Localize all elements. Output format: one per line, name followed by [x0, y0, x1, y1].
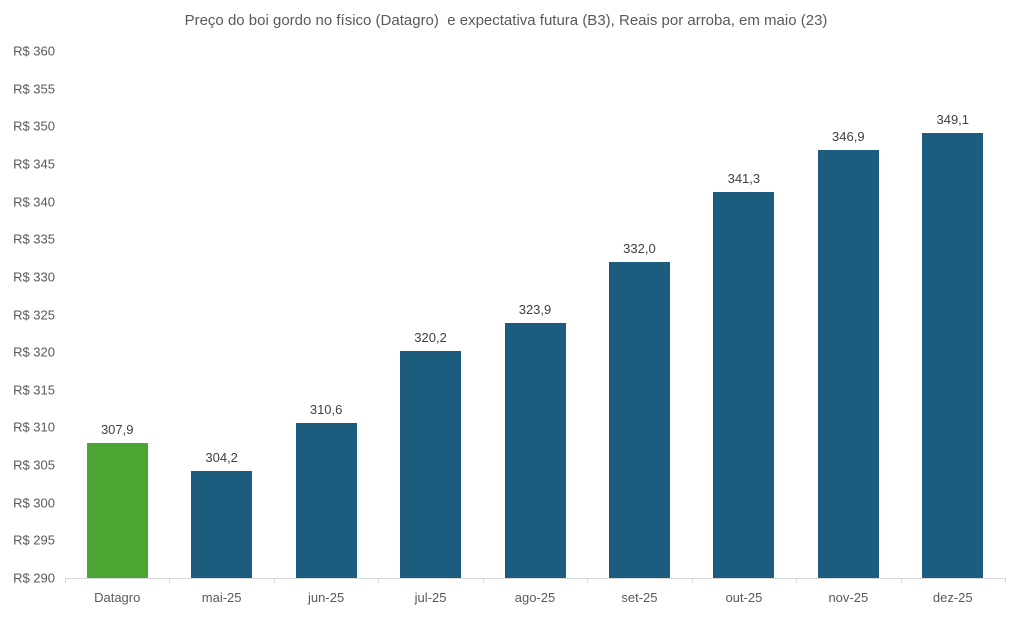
- bar-set-25: [608, 261, 670, 578]
- x-axis-tick: [65, 578, 66, 583]
- x-axis-tick: [169, 578, 171, 583]
- y-tick-label: R$ 340: [13, 194, 55, 210]
- x-tick-label-set-25: set-25: [621, 590, 658, 605]
- bar-out-25: [713, 191, 775, 578]
- bar-value-label: 346,9: [832, 128, 865, 144]
- x-axis-tick: [1005, 578, 1006, 583]
- x-tick-label-ago-25: ago-25: [514, 590, 556, 605]
- bar-ago-25: [504, 322, 566, 578]
- x-axis-line: [65, 578, 1005, 579]
- bar-value-label: 323,9: [518, 301, 552, 317]
- y-tick-label: R$ 315: [13, 382, 55, 398]
- bar-mai-25: [191, 471, 253, 578]
- y-tick-label: R$ 355: [13, 81, 55, 97]
- y-tick-label: R$ 325: [13, 307, 55, 322]
- x-tick-label-nov-25: nov-25: [828, 590, 869, 605]
- x-axis-tick: [796, 578, 798, 583]
- y-tick-label: R$ 330: [13, 269, 55, 285]
- plot-area: 307,9 Datagro 304,2 mai-25 310,6 jun-25 320,2 j…: [65, 51, 1006, 605]
- x-axis-tick: [691, 578, 693, 583]
- y-axis: R$ 290 R$ 295 R$ 300 R$ 305 R$ 310 R$ 315 R$ 3…: [0, 44, 55, 586]
- x-axis-tick: [378, 578, 380, 583]
- x-axis-tick: [273, 578, 275, 583]
- bar-value-label: 320,2: [414, 329, 447, 345]
- bar-value-label: 307,9: [100, 422, 134, 438]
- bar-jun-25: [295, 422, 357, 578]
- bar-dez-25: [922, 133, 984, 578]
- x-tick-label-dez-25: dez-25: [932, 590, 973, 605]
- y-tick-label: R$ 300: [13, 495, 55, 511]
- y-tick-label: R$ 290: [13, 570, 55, 586]
- bar-nov-25: [817, 149, 879, 578]
- x-axis-tick: [482, 578, 484, 583]
- y-tick-label: R$ 320: [13, 344, 55, 360]
- bar-value-label: 341,3: [727, 170, 761, 186]
- bar-jul-25: [400, 350, 462, 578]
- chart-title: Preço do boi gordo no físico (Datagro) e…: [184, 12, 828, 29]
- y-tick-label: R$ 335: [13, 231, 55, 247]
- bar-Datagro: [86, 443, 148, 578]
- y-tick-label: R$ 360: [13, 43, 55, 59]
- x-tick-label-Datagro: Datagro: [94, 590, 141, 605]
- x-axis-tick: [587, 578, 589, 583]
- bar-value-label: 310,6: [309, 401, 343, 417]
- x-tick-label-jun-25: jun-25: [308, 590, 345, 605]
- x-axis-tick: [900, 578, 902, 583]
- y-tick-label: R$ 345: [13, 156, 55, 172]
- y-tick-label: R$ 305: [13, 457, 55, 473]
- y-tick-label: R$ 310: [13, 419, 55, 435]
- y-tick-label: R$ 350: [13, 118, 55, 134]
- bar-value-label: 349,1: [936, 112, 970, 128]
- bar-value-label: 304,2: [205, 450, 238, 466]
- x-tick-label-out-25: out-25: [725, 590, 763, 605]
- x-tick-label-mai-25: mai-25: [201, 590, 242, 605]
- y-tick-label: R$ 295: [13, 532, 55, 548]
- x-tick-label-jul-25: jul-25: [414, 590, 447, 605]
- bar-value-label: 332,0: [623, 240, 656, 256]
